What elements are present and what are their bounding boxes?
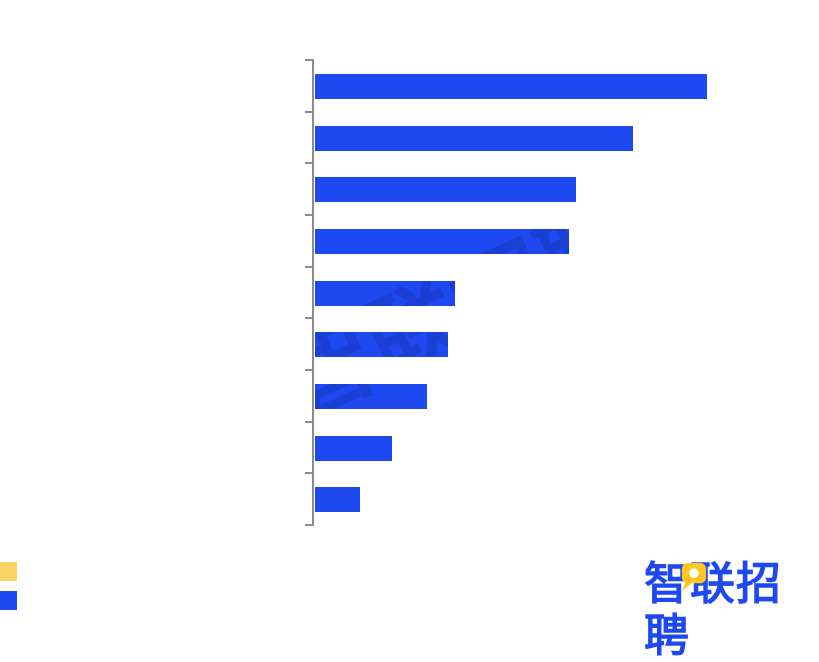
bar: 智联招聘 [315,332,448,357]
chart-legend [0,562,40,612]
axis-tick [305,421,312,423]
axis-tick [305,111,312,113]
bar: 智联招聘 [315,281,455,306]
watermark-text: 智联招聘 [315,384,427,409]
bar: 智联招聘 [315,74,707,99]
legend-swatch-yellow [0,562,17,581]
zhaopin-logo-text: 智联招聘 [644,558,783,661]
legend-swatch-blue [0,591,17,610]
axis-tick [305,59,312,61]
watermark-text: 智联招聘 [315,281,455,306]
bar: 智联招聘 [315,126,633,151]
axis-tick [305,317,312,319]
watermark-text: 智联招聘 [315,332,448,357]
plot-area: 智联招聘智联招聘智联招聘智联招聘智联招聘智联招聘智联招聘智联招聘智联招聘 [305,59,707,526]
axis-tick [305,162,312,164]
zhaopin-logo: 智联招聘 [644,558,819,661]
axis-tick [305,369,312,371]
axis-tick [305,472,312,474]
y-axis-line [312,59,314,526]
axis-tick [305,266,312,268]
bar: 智联招聘 [315,229,569,254]
watermark-text: 智联招聘 [315,229,569,254]
axis-tick [305,214,312,216]
bar: 智联招聘 [315,177,576,202]
bar: 智联招聘 [315,487,360,512]
axis-tick [305,524,312,526]
bar: 智联招聘 [315,384,427,409]
location-pin-icon [681,563,707,591]
watermark-text: 智联招聘 [315,187,576,202]
bar: 智联招聘 [315,436,392,461]
